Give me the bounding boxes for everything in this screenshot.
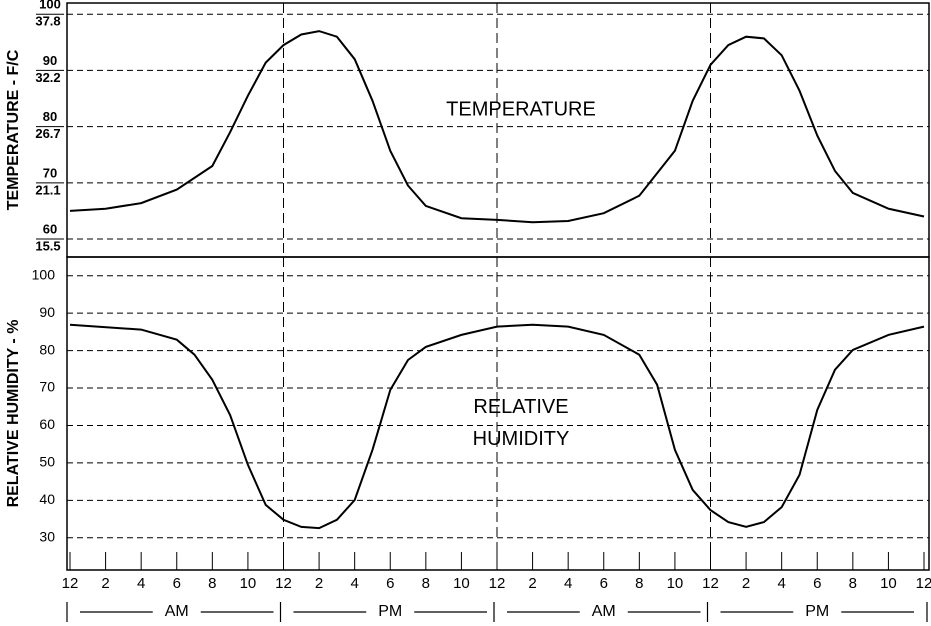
x-tick-label: 12 — [702, 575, 719, 592]
x-tick-label: 6 — [600, 575, 608, 592]
period-label: PM — [805, 603, 829, 620]
y-tick-label: 100 — [32, 266, 56, 282]
y-tick-label: 40 — [39, 491, 55, 507]
line-series — [69, 30, 925, 224]
y-tick-label: 50 — [39, 454, 55, 470]
y-tick-label: 80 — [39, 341, 55, 357]
y-tick-label: 100 — [39, 0, 61, 12]
x-tick-label: 8 — [635, 575, 643, 592]
x-tick-label: 8 — [849, 575, 857, 592]
panel-frame — [66, 256, 930, 571]
x-tick-label: 2 — [528, 575, 536, 592]
annotation: HUMIDITY — [473, 428, 570, 450]
x-tick-label: 4 — [777, 575, 785, 592]
annotation: TEMPERATURE — [446, 98, 596, 120]
y-tick-label: 30 — [39, 529, 55, 545]
x-tick-label: 4 — [137, 575, 145, 592]
period-label: AM — [165, 603, 189, 620]
x-tick-label: 8 — [422, 575, 430, 592]
x-tick-label: 12 — [916, 575, 931, 592]
x-tick-label: 2 — [315, 575, 323, 592]
x-tick-label: 10 — [240, 575, 257, 592]
x-tick-label: 10 — [453, 575, 470, 592]
y-tick-sublabel: 21.1 — [35, 182, 60, 197]
y-tick-label: 70 — [43, 165, 57, 180]
y-tick-label: 80 — [43, 109, 57, 124]
period-label: PM — [378, 603, 402, 620]
x-tick-label: 6 — [173, 575, 181, 592]
x-tick-label: 4 — [564, 575, 572, 592]
x-tick-label: 12 — [275, 575, 292, 592]
x-tick-label: 10 — [880, 575, 897, 592]
y-axis-label: TEMPERATURE - F/C — [5, 49, 22, 210]
y-tick-sublabel: 37.8 — [35, 14, 60, 29]
y-tick-label: 60 — [39, 416, 55, 432]
annotation: RELATIVE — [473, 396, 568, 418]
y-tick-sublabel: 32.2 — [35, 70, 60, 85]
panel-frame — [66, 2, 930, 258]
x-tick-label: 12 — [489, 575, 506, 592]
x-tick-label: 2 — [101, 575, 109, 592]
y-tick-label: 90 — [43, 53, 57, 68]
y-tick-label: 90 — [39, 304, 55, 320]
y-axis-label: RELATIVE HUMIDITY - % — [5, 320, 22, 508]
y-tick-sublabel: 15.5 — [35, 238, 60, 253]
x-tick-label: 6 — [813, 575, 821, 592]
x-tick-label: 2 — [742, 575, 750, 592]
x-tick-label: 8 — [208, 575, 216, 592]
y-tick-label: 60 — [43, 221, 57, 236]
y-tick-label: 70 — [39, 379, 55, 395]
x-tick-label: 4 — [350, 575, 358, 592]
line-series — [69, 323, 925, 530]
x-tick-label: 10 — [667, 575, 684, 592]
period-label: AM — [592, 603, 616, 620]
y-tick-sublabel: 26.7 — [35, 126, 60, 141]
x-tick-label: 12 — [62, 575, 79, 592]
x-tick-label: 6 — [386, 575, 394, 592]
